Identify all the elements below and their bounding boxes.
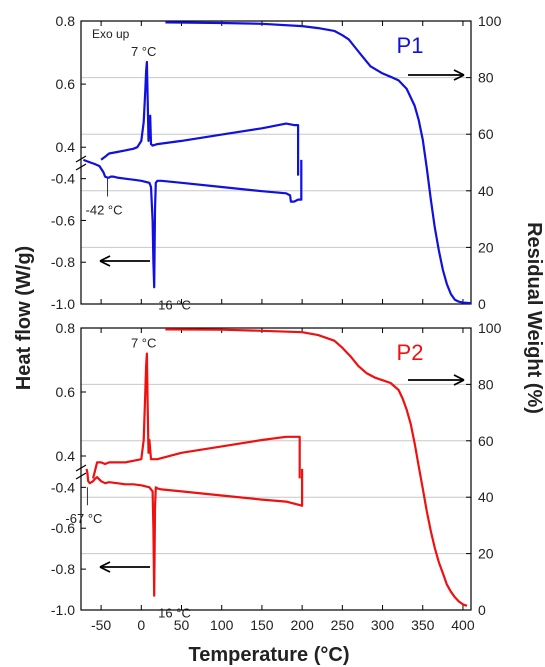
axis-break-mark [75, 163, 87, 171]
right-tick-label: 0 [478, 602, 486, 618]
right-tick-label: 80 [478, 376, 494, 392]
x-tick-label: 200 [290, 617, 314, 633]
x-tick-label: -50 [91, 617, 111, 633]
right-tick-label: 100 [478, 320, 502, 336]
right-tick-label: 0 [478, 296, 486, 312]
right-axis-arrowhead [453, 69, 465, 81]
annotation-label: 16 °C [158, 297, 191, 312]
plot-frame [80, 20, 472, 305]
left-tick-label: -0.6 [51, 212, 75, 228]
annotation-label: 16 °C [158, 606, 191, 621]
left-tick-label: -1.0 [51, 602, 75, 618]
left-tick-label: -1.0 [51, 296, 75, 312]
annotation-label: 7 °C [131, 336, 156, 351]
annotation-label: -67 °C [65, 511, 102, 526]
left-tick-label: 0.6 [56, 76, 76, 92]
x-tick-label: 50 [174, 617, 190, 633]
right-tick-label: 60 [478, 126, 494, 142]
x-tick-label: 400 [451, 617, 475, 633]
y-left-axis-title: Heat flow (W/g) [13, 246, 35, 390]
annotation-label: 7 °C [131, 44, 156, 59]
left-tick-label: 0.6 [56, 384, 76, 400]
right-tick-label: 100 [478, 13, 502, 29]
left-tick-label: -0.8 [51, 561, 75, 577]
left-tick-label: -0.8 [51, 254, 75, 270]
x-tick-label: 150 [250, 617, 274, 633]
left-tick-label: -0.4 [51, 479, 75, 495]
x-tick-label: 350 [411, 617, 435, 633]
y-right-axis-title: Residual Weight (%) [523, 222, 545, 414]
x-axis-title: Temperature (°C) [189, 644, 350, 666]
annotation-label: -42 °C [86, 202, 123, 217]
left-tick-label: 0.4 [56, 448, 76, 464]
tga-curve [165, 328, 468, 607]
right-tick-label: 60 [478, 433, 494, 449]
axis-break-mark [75, 155, 87, 163]
left-axis-arrowhead [99, 561, 111, 573]
left-axis-arrowhead [99, 255, 111, 267]
axis-break-mark [75, 472, 87, 480]
dsc-curve [85, 468, 304, 597]
dsc-curve [100, 60, 300, 176]
dsc-curve [92, 352, 301, 479]
exo-up-note: Exo up [92, 27, 130, 41]
left-tick-label: -0.4 [51, 171, 75, 187]
right-tick-label: 40 [478, 489, 494, 505]
right-tick-label: 20 [478, 546, 494, 562]
panels: 0.80.60.4-0.4-0.6-0.8-1.0100806040200P1E… [51, 13, 502, 633]
x-tick-label: 300 [371, 617, 395, 633]
left-tick-label: 0.8 [56, 320, 76, 336]
plot-frame [80, 327, 472, 611]
chart-panel-2: 0.80.60.4-0.4-0.6-0.8-1.0100806040200-50… [51, 320, 502, 633]
right-tick-label: 40 [478, 183, 494, 199]
x-tick-label: 250 [331, 617, 355, 633]
chart-panel-1: 0.8 0.6 0.4 -0.4 -0.6 -0.8 -1.0 100 80 60 40 20 0 P1 E… [51, 13, 502, 312]
left-tick-label: 0.4 [56, 139, 76, 155]
left-tick-label: -0.6 [51, 520, 75, 536]
right-axis-arrowhead [453, 374, 465, 386]
panel-label: P2 [397, 340, 424, 365]
right-tick-label: 80 [478, 70, 494, 86]
x-tick-label: 0 [137, 617, 145, 633]
dsc-curve [83, 158, 303, 289]
tga-curve [165, 21, 472, 305]
x-tick-label: 100 [210, 617, 234, 633]
right-tick-label: 20 [478, 239, 494, 255]
axis-break-mark [75, 464, 87, 472]
panel-label: P1 [397, 33, 424, 58]
left-tick-label: 0.8 [56, 13, 76, 29]
